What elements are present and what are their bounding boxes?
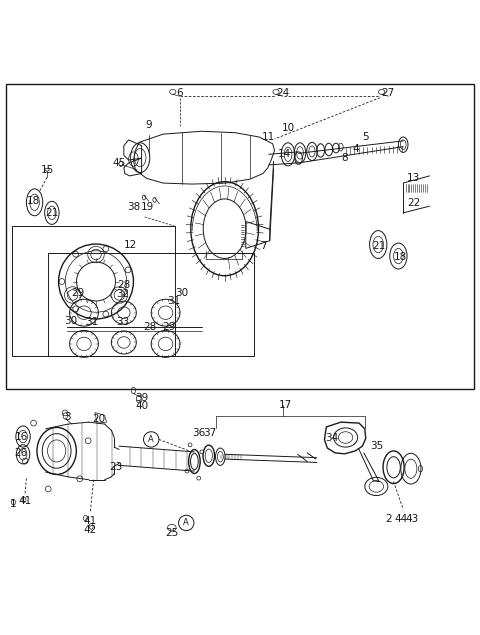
Text: 5: 5 (362, 133, 369, 142)
Text: 42: 42 (84, 525, 97, 535)
Bar (48, 253, 254, 356)
Text: 25: 25 (165, 528, 179, 538)
Text: 7: 7 (260, 241, 266, 251)
Text: 4: 4 (353, 144, 360, 154)
Text: 41: 41 (18, 496, 32, 506)
Text: 17: 17 (279, 400, 292, 410)
Text: 21: 21 (45, 208, 59, 218)
Text: 23: 23 (109, 462, 123, 472)
Text: 13: 13 (407, 173, 420, 184)
Text: 6: 6 (177, 88, 183, 98)
Text: 37: 37 (204, 428, 217, 438)
Text: 31: 31 (167, 296, 180, 305)
Text: 34: 34 (325, 434, 339, 443)
Bar (12, 226, 175, 356)
Text: 18: 18 (394, 253, 407, 262)
Text: 19: 19 (141, 202, 155, 212)
Text: 8: 8 (341, 153, 348, 163)
Text: 38: 38 (127, 202, 140, 212)
Text: 45: 45 (112, 158, 126, 168)
Text: 26: 26 (14, 448, 28, 458)
Text: 3: 3 (64, 412, 71, 422)
Text: 43: 43 (405, 514, 419, 524)
Text: 28: 28 (117, 280, 131, 290)
Text: 1: 1 (10, 498, 17, 509)
Text: 16: 16 (14, 432, 28, 441)
Text: 21: 21 (372, 241, 386, 251)
Text: 12: 12 (124, 241, 137, 250)
Text: 18: 18 (27, 196, 40, 206)
Text: 31: 31 (85, 318, 99, 327)
Text: 35: 35 (370, 441, 384, 451)
Text: 30: 30 (175, 288, 188, 298)
Text: 27: 27 (381, 88, 395, 98)
Text: 22: 22 (407, 198, 420, 208)
Text: 15: 15 (40, 164, 54, 175)
Text: A: A (148, 435, 154, 444)
Text: 11: 11 (262, 132, 276, 142)
Text: 44: 44 (394, 514, 408, 524)
Text: 20: 20 (92, 414, 106, 424)
Text: 41: 41 (84, 516, 97, 526)
Text: 14: 14 (277, 149, 291, 159)
Text: 2: 2 (385, 514, 392, 524)
Text: 10: 10 (281, 123, 295, 133)
Text: 24: 24 (276, 88, 290, 98)
Text: A: A (183, 518, 189, 528)
Text: 36: 36 (192, 428, 206, 438)
Text: 39: 39 (135, 393, 148, 403)
Text: 29: 29 (162, 322, 176, 332)
Text: 9: 9 (145, 121, 152, 131)
Text: 28: 28 (143, 322, 156, 332)
Text: 33: 33 (116, 318, 129, 327)
Text: 30: 30 (64, 316, 78, 326)
Bar (6, 84, 474, 389)
Text: 40: 40 (135, 401, 148, 411)
Text: 32: 32 (116, 290, 130, 300)
Text: 29: 29 (71, 288, 84, 298)
